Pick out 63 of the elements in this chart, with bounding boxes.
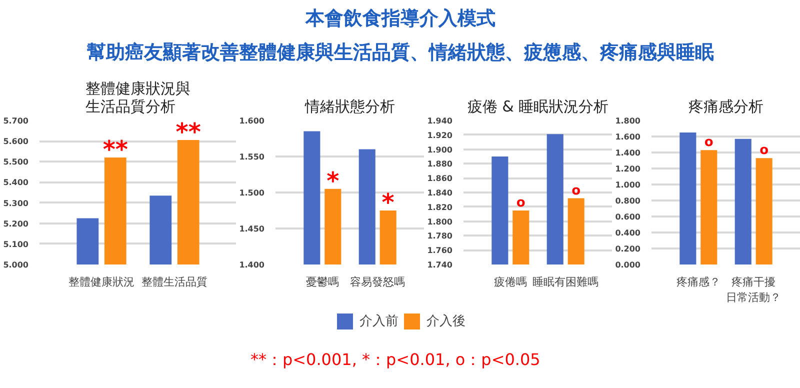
y-tick-label: 1.860 [427,174,453,184]
annotation: o [516,196,526,210]
y-tick-label: 5.000 [3,260,29,270]
y-tick-label: 5.700 [3,116,29,126]
y-tick-label: 5.600 [3,137,29,146]
y-tick-label: 1.000 [615,180,641,190]
y-tick-label: 5.500 [3,158,29,167]
y-tick-label: 1.940 [427,116,453,126]
y-tick-label: 5.100 [3,240,29,249]
bar [734,138,752,264]
y-tick-label: 0.000 [615,260,641,270]
y-tick-label: 1.800 [427,217,453,226]
x-tick-label: 整體健康狀況 [68,276,135,288]
y-tick-label: 1.880 [427,160,453,169]
y-tick-label: 0.600 [615,212,641,222]
y-tick-label: 0.400 [615,228,641,238]
y-tick-label: 1.740 [427,260,453,270]
y-tick-label: 1.500 [239,188,265,198]
x-tick-label: 疼痛干擾日常活動？ [726,276,782,304]
x-tick-label: 整體生活品質 [141,276,208,288]
y-tick-label: 1.600 [239,116,265,126]
annotation: * [326,166,340,195]
y-tick-label: 1.920 [427,130,453,140]
y-tick-label: 1.800 [615,116,641,126]
x-tick-label: 睡眠有困難嗎 [532,276,599,288]
x-tick-label: 憂鬱嗎 [306,276,339,288]
chart-title: 整體健康狀況與生活品質分析 [86,80,190,116]
chart-title: 情緒狀態分析 [304,98,395,116]
legend-label: 介入前 [360,313,398,330]
chart-title: 疼痛感分析 [688,98,764,116]
y-tick-label: 1.200 [615,164,641,174]
annotation: o [704,135,714,150]
y-tick-label: 5.200 [3,219,29,228]
y-tick-label: 0.200 [615,244,641,254]
y-tick-label: 1.780 [427,232,453,241]
y-tick-label: 5.400 [3,178,29,188]
x-tick-label: 疼痛感？ [676,276,720,288]
annotation: * [382,188,395,216]
y-tick-label: 5.300 [3,198,29,208]
chart-title: 疲倦 & 睡眠狀況分析 [467,98,609,116]
x-tick-label: 疲倦嗎 [494,276,527,288]
text: **：p<0.001, *：p<0.01, o：p<0.05 [250,350,540,369]
y-tick-label: 1.900 [427,145,453,154]
y-tick-label: 1.760 [427,246,453,256]
y-tick-label: 1.400 [615,148,641,158]
x-tick-label: 容易發怒嗎 [350,276,406,288]
annotation: ** [102,136,128,164]
y-tick-label: 1.550 [239,152,265,162]
y-tick-label: 1.600 [615,132,641,142]
y-tick-label: 0.800 [615,196,641,206]
annotation: o [760,143,769,158]
annotation: ** [176,118,202,146]
y-tick-label: 1.820 [427,202,453,212]
y-tick-label: 1.400 [239,260,265,270]
legend-label: 介入後 [426,313,466,330]
text: 本會飲食指導介入模式 [304,8,496,30]
bar [700,150,718,264]
y-tick-label: 1.450 [239,224,265,234]
bar [756,158,772,264]
bar [680,132,696,264]
text: 幫助癌友顯著改善整體健康與生活品質、情緒狀態、疲憊感、疼痛感與睡眠 [86,42,714,64]
annotation: o [572,183,581,198]
y-tick-label: 1.840 [427,188,453,198]
